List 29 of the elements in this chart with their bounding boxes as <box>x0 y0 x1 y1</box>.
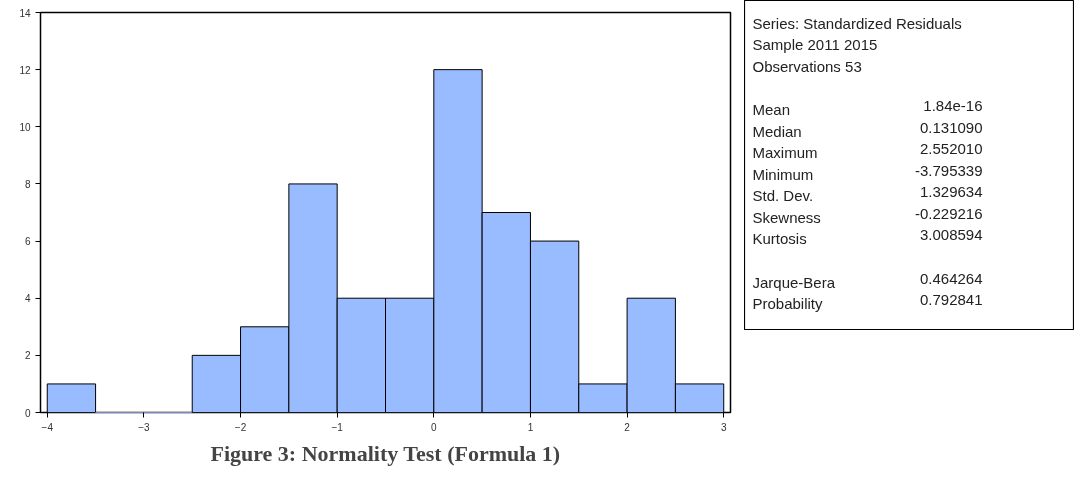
x-tick-label: −2 <box>234 421 247 433</box>
x-tick-label: 2 <box>624 421 631 433</box>
text: Median 0.131090 <box>752 118 983 140</box>
x-tick-label: −3 <box>138 421 151 433</box>
y-tick-label: 10 <box>19 121 31 133</box>
y-tick-label: 4 <box>24 293 31 305</box>
text: Minimum -3.795339 <box>752 161 983 183</box>
y-tick-label: 14 <box>19 7 31 19</box>
text: Probability 0.792841 <box>752 291 983 312</box>
y-tick-label: 6 <box>24 236 31 248</box>
x-tick-label: 3 <box>720 421 727 433</box>
y-tick-label: 8 <box>24 178 31 190</box>
y-tick-label: 2 <box>24 350 31 362</box>
x-tick-label: 0 <box>431 421 438 433</box>
text: Series: Standardized Residuals <box>752 14 962 32</box>
text: Observations 53 <box>752 57 862 75</box>
text: Skewness -0.229216 <box>752 204 983 226</box>
x-tick-label: 1 <box>527 421 534 433</box>
text: Sample 2011 2015 <box>752 36 878 53</box>
text: Jarque-Bera 0.464264 <box>752 269 983 291</box>
y-tick-label: 0 <box>24 407 31 419</box>
y-tick-label: 12 <box>19 64 31 76</box>
text: Maximum 2.552010 <box>752 140 983 161</box>
text: Mean 1.84e-16 <box>752 97 983 118</box>
x-tick-label: −4 <box>41 421 54 433</box>
x-tick-label: −1 <box>331 421 344 433</box>
text: Kurtosis 3.008594 <box>752 226 983 247</box>
text: Std. Dev. 1.329634 <box>752 183 983 204</box>
text: Figure 3: Normality Test (Formula 1) <box>210 440 561 466</box>
